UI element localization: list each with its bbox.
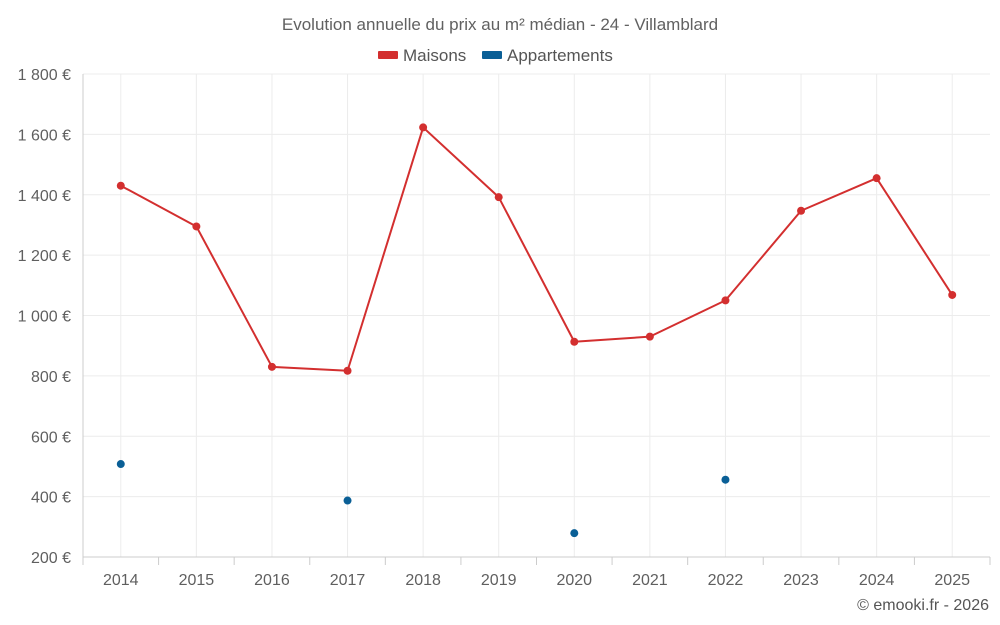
x-tick-label: 2023 [783, 572, 819, 589]
y-tick-label: 400 € [31, 490, 71, 507]
data-point-maisons-2017[interactable] [343, 366, 352, 375]
y-tick-label: 1 000 € [18, 309, 71, 326]
data-point-maisons-2023[interactable] [797, 206, 806, 215]
data-point-maisons-2016[interactable] [267, 362, 276, 371]
legend-item-appartements[interactable]: Appartements [482, 46, 613, 65]
legend-swatch-appartements [482, 51, 502, 59]
data-point-appartements-2020[interactable] [570, 529, 579, 538]
gridlines [83, 73, 990, 557]
data-point-maisons-2024[interactable] [872, 174, 881, 183]
y-tick-label: 1 200 € [18, 248, 71, 265]
x-tick-label: 2022 [708, 572, 744, 589]
chart-title: Evolution annuelle du prix au m² médian … [282, 15, 718, 34]
data-point-appartements-2014[interactable] [116, 460, 125, 469]
data-series [116, 123, 957, 538]
legend: Maisons Appartements [378, 46, 613, 65]
legend-swatch-maisons [378, 51, 398, 59]
x-tick-label: 2015 [179, 572, 215, 589]
axes: 200 € 400 € 600 € 800 € 1 000 € 1 200 € 1 400 … [18, 67, 991, 589]
series-line-maisons [120, 126, 954, 372]
x-tick-label: 2018 [405, 572, 441, 589]
y-tick-label: 1 800 € [18, 67, 71, 84]
y-tick-label: 1 400 € [18, 188, 71, 205]
data-point-maisons-2021[interactable] [645, 332, 654, 341]
data-point-appartements-2017[interactable] [343, 496, 352, 505]
legend-item-maisons[interactable]: Maisons [378, 46, 466, 65]
x-tick-label: 2019 [481, 572, 517, 589]
x-tick-label: 2014 [103, 572, 139, 589]
y-tick-label: 1 600 € [18, 127, 71, 144]
data-point-maisons-2019[interactable] [494, 193, 503, 202]
x-tick-label: 2016 [254, 572, 290, 589]
data-point-appartements-2022[interactable] [721, 475, 730, 484]
series-appartements [116, 460, 730, 538]
y-tick-label: 200 € [31, 550, 71, 567]
x-tick-label: 2021 [632, 572, 668, 589]
x-tick-label: 2024 [859, 572, 895, 589]
y-tick-label: 600 € [31, 429, 71, 446]
x-tick-label: 2020 [556, 572, 592, 589]
credit-text: © emooki.fr - 2026 [857, 597, 989, 614]
x-tick-label: 2025 [934, 572, 970, 589]
y-tick-label: 800 € [31, 369, 71, 386]
data-point-maisons-2015[interactable] [192, 222, 201, 231]
data-point-maisons-2025[interactable] [948, 290, 957, 299]
data-point-maisons-2018[interactable] [419, 123, 428, 132]
legend-label-maisons: Maisons [403, 46, 466, 65]
data-point-maisons-2014[interactable] [116, 181, 125, 190]
x-tick-label: 2017 [330, 572, 366, 589]
data-point-maisons-2022[interactable] [721, 296, 730, 305]
legend-label-appartements: Appartements [507, 46, 613, 65]
series-maisons [116, 123, 957, 375]
data-point-maisons-2020[interactable] [570, 337, 579, 346]
